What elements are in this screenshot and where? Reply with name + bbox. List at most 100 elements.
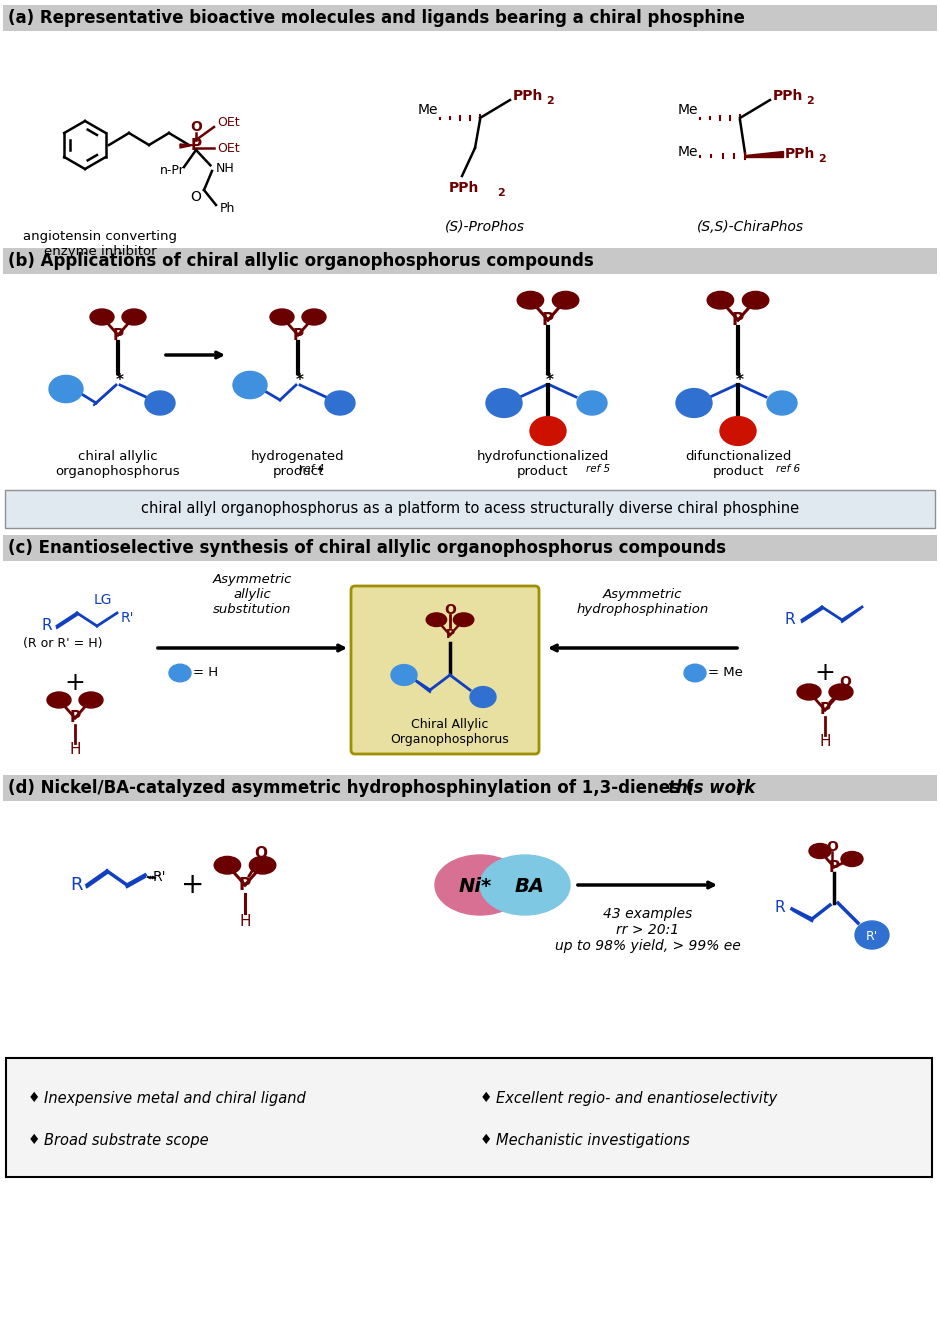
Ellipse shape [517, 291, 543, 310]
Ellipse shape [47, 691, 71, 708]
Text: (S,S)-ChiraPhos: (S,S)-ChiraPhos [697, 220, 804, 234]
Text: ♦: ♦ [480, 1134, 493, 1147]
Text: (d) Nickel/BA-catalyzed asymmetric hydrophosphinylation of 1,3-dienes (this work: (d) Nickel/BA-catalyzed asymmetric hydro… [8, 779, 788, 797]
Text: PPh: PPh [448, 181, 479, 196]
Ellipse shape [743, 291, 769, 310]
Text: ♦: ♦ [28, 1134, 40, 1147]
Text: Asymmetric
hydrophosphination: Asymmetric hydrophosphination [576, 588, 709, 616]
Text: ): ) [736, 779, 744, 797]
Ellipse shape [233, 371, 267, 398]
Text: angiotensin converting
enzyme inhibitor: angiotensin converting enzyme inhibitor [23, 230, 177, 259]
Ellipse shape [530, 417, 566, 445]
Ellipse shape [79, 691, 103, 708]
Ellipse shape [767, 391, 797, 415]
Ellipse shape [426, 612, 446, 627]
Ellipse shape [391, 665, 417, 685]
Text: P: P [191, 138, 201, 153]
Text: 2: 2 [546, 96, 554, 106]
Text: O: O [255, 846, 268, 860]
Text: (b) Applications of chiral allylic organophosphorus compounds: (b) Applications of chiral allylic organ… [8, 252, 594, 269]
Text: O: O [444, 603, 456, 616]
Ellipse shape [480, 855, 570, 915]
Text: 2: 2 [497, 188, 505, 198]
Ellipse shape [684, 665, 706, 682]
Ellipse shape [577, 391, 607, 415]
Text: R: R [785, 612, 795, 627]
Text: PPh: PPh [513, 88, 543, 103]
Text: R: R [70, 876, 84, 894]
Text: difunctionalized
product: difunctionalized product [685, 450, 791, 478]
Text: O: O [839, 675, 851, 689]
Text: Me: Me [678, 145, 698, 159]
Text: (S)-ProPhos: (S)-ProPhos [445, 220, 525, 234]
Text: P: P [239, 876, 251, 894]
Ellipse shape [49, 375, 83, 402]
Text: PPh: PPh [785, 147, 815, 161]
Polygon shape [180, 143, 194, 147]
Text: (d) Nickel/BA-catalyzed asymmetric hydrophosphinylation of 1,3-dienes (: (d) Nickel/BA-catalyzed asymmetric hydro… [8, 779, 694, 797]
Ellipse shape [676, 389, 712, 417]
Text: NH: NH [216, 162, 235, 176]
Text: H: H [240, 914, 251, 929]
Text: 43 examples
rr > 20:1
up to 98% yield, > 99% ee: 43 examples rr > 20:1 up to 98% yield, >… [556, 907, 741, 953]
Polygon shape [745, 151, 783, 157]
Ellipse shape [809, 843, 831, 859]
Text: 2: 2 [818, 154, 825, 163]
Text: R': R' [120, 611, 133, 624]
Text: hydrogenated
product: hydrogenated product [251, 450, 345, 478]
Text: ref 4: ref 4 [300, 464, 324, 474]
Text: Me: Me [417, 103, 438, 117]
Ellipse shape [553, 291, 579, 310]
Text: Chiral Allylic
Organophosphorus: Chiral Allylic Organophosphorus [391, 718, 509, 746]
Ellipse shape [214, 856, 241, 874]
Text: *: * [116, 374, 124, 389]
Text: PPh: PPh [773, 88, 804, 103]
Text: H: H [70, 742, 81, 757]
Text: hydrofunctionalized
product: hydrofunctionalized product [477, 450, 609, 478]
Ellipse shape [122, 310, 146, 326]
Text: *: * [546, 374, 554, 389]
Ellipse shape [470, 686, 496, 708]
Text: +: + [815, 661, 836, 685]
Ellipse shape [486, 389, 522, 417]
Text: this work: this work [668, 779, 755, 797]
Text: O: O [826, 840, 838, 854]
FancyBboxPatch shape [3, 775, 937, 801]
FancyBboxPatch shape [3, 248, 937, 273]
Text: ref 6: ref 6 [776, 464, 800, 474]
Text: BA: BA [515, 878, 545, 896]
Ellipse shape [855, 921, 889, 949]
Text: P: P [828, 859, 839, 875]
Text: Ni*: Ni* [459, 878, 492, 896]
Ellipse shape [270, 310, 294, 326]
FancyBboxPatch shape [3, 775, 937, 801]
Ellipse shape [145, 391, 175, 415]
Text: (R or R' = H): (R or R' = H) [24, 636, 102, 650]
Ellipse shape [841, 851, 863, 867]
Ellipse shape [169, 665, 191, 682]
Text: chiral allylic
organophosphorus: chiral allylic organophosphorus [55, 450, 180, 478]
Text: (c) Enantioselective synthesis of chiral allylic organophosphorus compounds: (c) Enantioselective synthesis of chiral… [8, 539, 726, 557]
FancyBboxPatch shape [6, 1059, 932, 1177]
Text: = H: = H [193, 666, 218, 679]
Text: R': R' [153, 870, 166, 884]
Ellipse shape [435, 855, 525, 915]
Ellipse shape [797, 683, 821, 699]
Text: chiral allyl organophosphorus as a platform to acess structurally diverse chiral: chiral allyl organophosphorus as a platf… [141, 501, 799, 516]
Text: Ph: Ph [220, 202, 235, 216]
Ellipse shape [90, 310, 114, 326]
Text: Excellent regio- and enantioselectivity: Excellent regio- and enantioselectivity [496, 1091, 777, 1106]
Ellipse shape [707, 291, 733, 310]
Text: P: P [446, 628, 455, 642]
Text: P: P [732, 311, 744, 330]
Text: O: O [190, 121, 202, 134]
Text: Broad substrate scope: Broad substrate scope [44, 1132, 209, 1147]
Text: R: R [775, 899, 785, 914]
Text: P: P [542, 311, 554, 330]
Ellipse shape [302, 310, 326, 326]
Text: ref 5: ref 5 [586, 464, 610, 474]
Ellipse shape [325, 391, 355, 415]
FancyBboxPatch shape [3, 5, 937, 31]
Ellipse shape [249, 856, 275, 874]
Ellipse shape [453, 612, 474, 627]
